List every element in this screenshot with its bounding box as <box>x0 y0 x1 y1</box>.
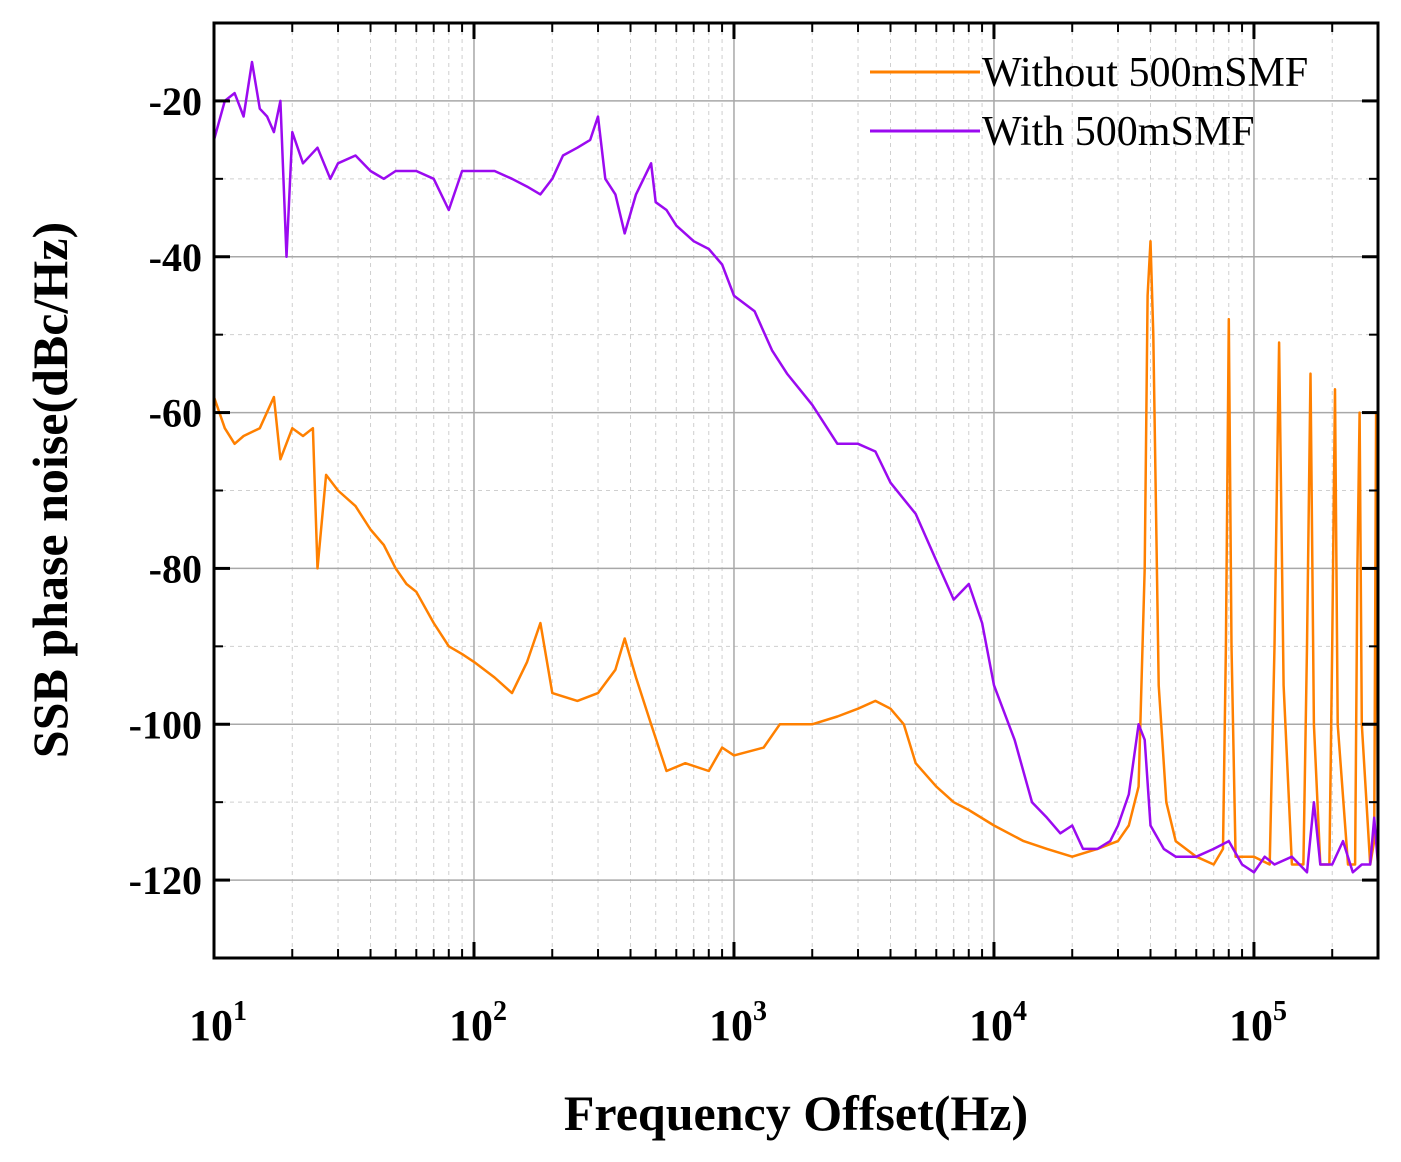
x-axis-title: Frequency Offset(Hz) <box>564 1085 1028 1141</box>
axis-ticks <box>212 22 1379 959</box>
legend-label-without-smf: Without 500mSMF <box>982 50 1308 96</box>
y-tick-label: -20 <box>149 79 202 124</box>
grid <box>213 22 1379 959</box>
y-tick-label: -100 <box>129 702 202 747</box>
x-tick-label: 101 <box>189 996 247 1050</box>
plot-frame <box>212 21 1380 960</box>
series-group <box>212 60 1380 881</box>
x-tick-label: 104 <box>969 996 1027 1050</box>
legend-label-with-smf: With 500mSMF <box>982 109 1255 155</box>
series-line-with-smf <box>212 60 1380 874</box>
y-tick-label: -80 <box>149 546 202 591</box>
series-line-without-smf <box>212 239 1380 881</box>
y-tick-label: -40 <box>149 235 202 280</box>
x-tick-label: 102 <box>449 996 507 1050</box>
y-tick-labels: -20 -40 -60 -80 -100 -120 <box>129 79 202 903</box>
x-tick-labels: 101 102 103 104 105 <box>189 996 1287 1050</box>
x-tick-label: 105 <box>1229 996 1287 1050</box>
y-tick-label: -120 <box>129 858 202 903</box>
y-tick-label: -60 <box>149 391 202 436</box>
x-tick-label: 103 <box>709 996 767 1050</box>
legend: Without 500mSMF With 500mSMF <box>870 50 1308 155</box>
y-axis-title: SSB phase noise(dBc/Hz) <box>22 222 78 758</box>
